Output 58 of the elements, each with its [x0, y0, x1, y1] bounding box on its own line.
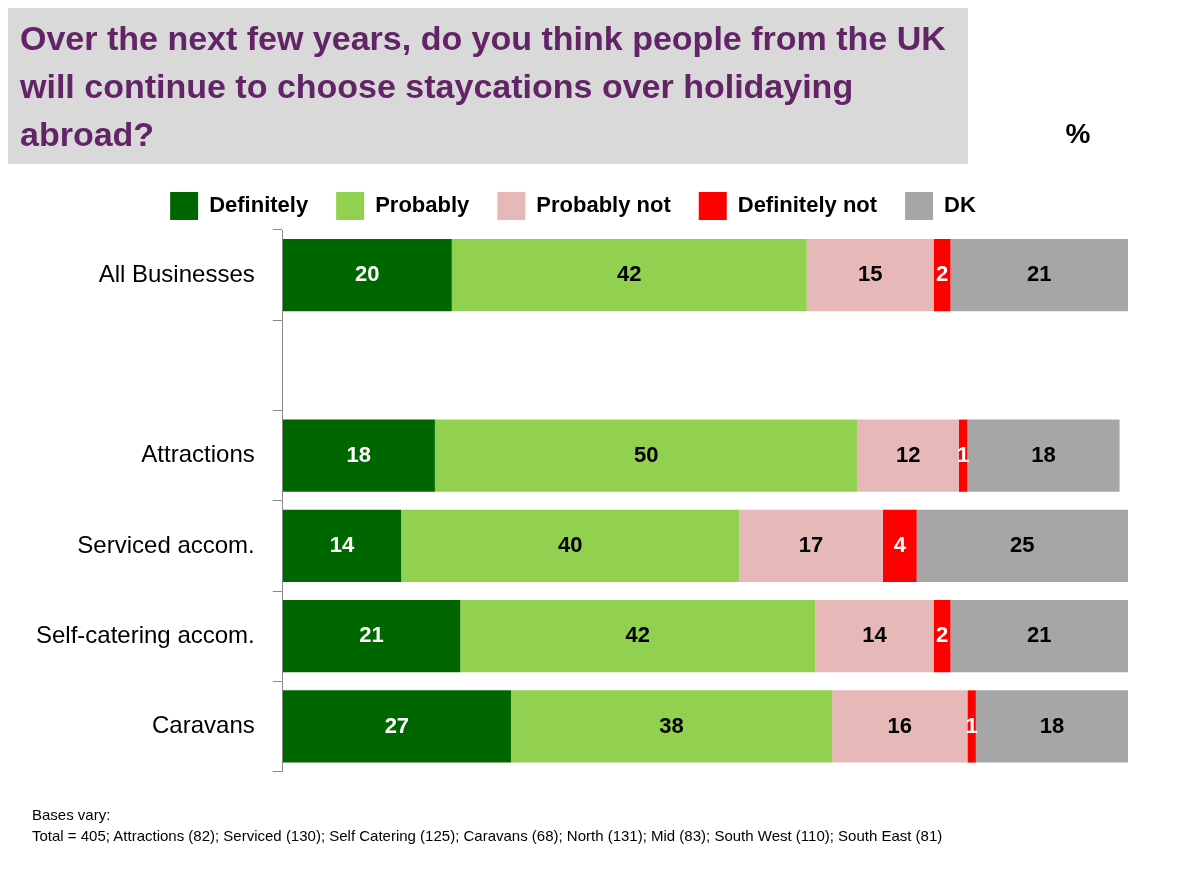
bar [950, 600, 1128, 673]
bar [282, 509, 402, 583]
bar [967, 419, 1120, 492]
legend-label: Definitely not [737, 192, 878, 218]
bar [882, 509, 917, 583]
data-label: 21 [1027, 261, 1052, 287]
text: Bases vary: [32, 805, 112, 825]
data-label: 17 [798, 532, 824, 557]
data-label: 18 [1039, 712, 1065, 738]
bar [739, 509, 883, 583]
bar [401, 509, 740, 583]
data-label: 4 [893, 532, 907, 557]
bar [460, 600, 816, 673]
y-tick-label: Self-catering accom. [35, 620, 255, 648]
data-label: 12 [895, 441, 921, 467]
chart-title: Over the next few years, do you think people from the UK will continue to choose staycations over holidaying abroad? [8, 8, 968, 164]
data-label: 2 [935, 261, 949, 287]
bar [434, 419, 858, 492]
legend-label: Probably not [536, 192, 672, 218]
bar [282, 600, 461, 673]
data-label: 21 [1027, 622, 1052, 648]
data-label: 14 [862, 622, 888, 648]
bar [282, 690, 511, 763]
bar [975, 690, 1128, 763]
y-tick-label: Attractions [141, 440, 255, 468]
bar [282, 239, 452, 312]
data-label: 14 [329, 532, 355, 557]
y-tick-label: Serviced accom. [77, 530, 255, 558]
data-label: 20 [355, 261, 380, 287]
y-tick-label: All Businesses [98, 259, 255, 287]
bar [815, 600, 934, 673]
bar [510, 690, 833, 763]
data-label: 18 [346, 441, 372, 467]
data-label: 50 [633, 441, 659, 467]
data-label: 15 [857, 261, 883, 287]
bar [916, 509, 1128, 583]
text: Total = 405; Attractions (82); Serviced (130); Self Catering (125); Caravans (68); North (131); Mid (83); South West (110); South East (81) [32, 826, 944, 846]
bar [282, 419, 435, 492]
bar [857, 419, 959, 492]
data-label: 27 [384, 712, 410, 738]
bar [451, 239, 807, 312]
chart-subtitle: % [1064, 117, 1092, 150]
y-tick-label: Caravans [152, 711, 255, 739]
data-label: 16 [887, 712, 913, 738]
data-label: 21 [359, 622, 384, 648]
legend-label: Probably [375, 192, 471, 218]
legend-label: Definitely [209, 192, 309, 218]
bar [950, 239, 1128, 312]
data-label: 18 [1031, 441, 1056, 467]
data-label: 38 [659, 712, 684, 738]
data-label: 40 [557, 532, 583, 557]
data-label: 42 [625, 622, 650, 648]
bar [832, 690, 968, 763]
data-label: 25 [1010, 532, 1035, 557]
data-label: 2 [935, 622, 949, 648]
data-label: 42 [617, 261, 642, 287]
bar [806, 239, 934, 312]
legend-label: DK [944, 192, 976, 218]
